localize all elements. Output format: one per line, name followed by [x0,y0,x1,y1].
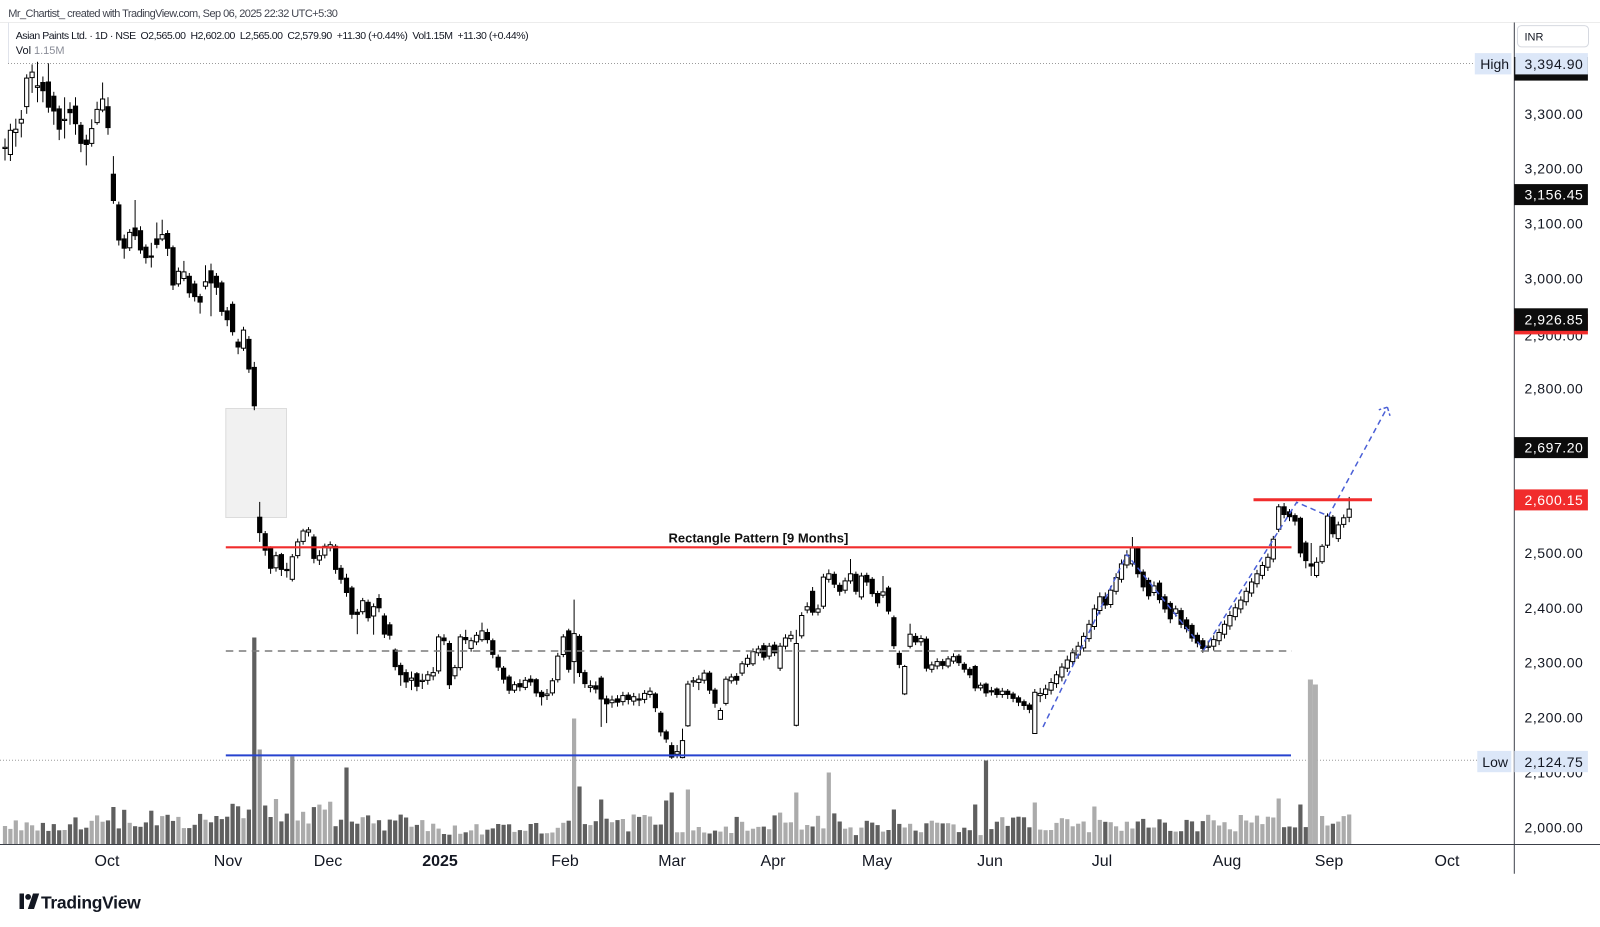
svg-text:Jun: Jun [977,853,1003,870]
svg-text:2,124.75: 2,124.75 [1525,754,1584,770]
svg-text:2,500.00: 2,500.00 [1525,545,1584,561]
svg-text:Dec: Dec [314,853,342,870]
svg-text:3,200.00: 3,200.00 [1525,161,1584,177]
svg-text:3,300.00: 3,300.00 [1525,106,1584,122]
svg-text:Asian Paints Ltd. · 1D · NSE: Asian Paints Ltd. · 1D · NSE O2,565.00 H… [16,30,528,42]
svg-text:Oct: Oct [95,853,120,870]
svg-text:3,156.45: 3,156.45 [1525,187,1584,203]
svg-text:INR: INR [1525,32,1544,44]
svg-text:2,697.20: 2,697.20 [1525,440,1584,456]
svg-text:Jul: Jul [1092,853,1112,870]
svg-text:Vol: Vol [16,45,31,57]
svg-text:Mr_Chartist_ created with Trad: Mr_Chartist_ created with TradingView.co… [8,8,338,20]
svg-text:Sep: Sep [1315,853,1344,870]
svg-text:Oct: Oct [1435,853,1460,870]
svg-text:Feb: Feb [551,853,579,870]
svg-text:2,000.00: 2,000.00 [1525,819,1584,835]
svg-text:TradingView: TradingView [41,893,141,913]
svg-text:Aug: Aug [1213,853,1241,870]
svg-text:2,800.00: 2,800.00 [1525,380,1584,396]
svg-text:2,200.00: 2,200.00 [1525,710,1584,726]
svg-text:2,400.00: 2,400.00 [1525,600,1584,616]
svg-text:3,394.90: 3,394.90 [1525,56,1584,72]
svg-text:2025: 2025 [422,853,458,870]
svg-text:2,300.00: 2,300.00 [1525,655,1584,671]
svg-text:Mar: Mar [658,853,686,870]
svg-text:2,600.15: 2,600.15 [1525,492,1584,508]
svg-text:Rectangle Pattern [9 Months]: Rectangle Pattern [9 Months] [669,531,849,546]
svg-text:High: High [1480,56,1509,72]
svg-text:3,000.00: 3,000.00 [1525,271,1584,287]
svg-text:Nov: Nov [214,853,242,870]
svg-text:Apr: Apr [761,853,787,870]
svg-text:2,926.85: 2,926.85 [1525,312,1584,328]
svg-text:1.15M: 1.15M [34,45,65,57]
svg-text:May: May [862,853,892,870]
svg-text:Low: Low [1482,754,1509,770]
svg-text:3,100.00: 3,100.00 [1525,216,1584,232]
